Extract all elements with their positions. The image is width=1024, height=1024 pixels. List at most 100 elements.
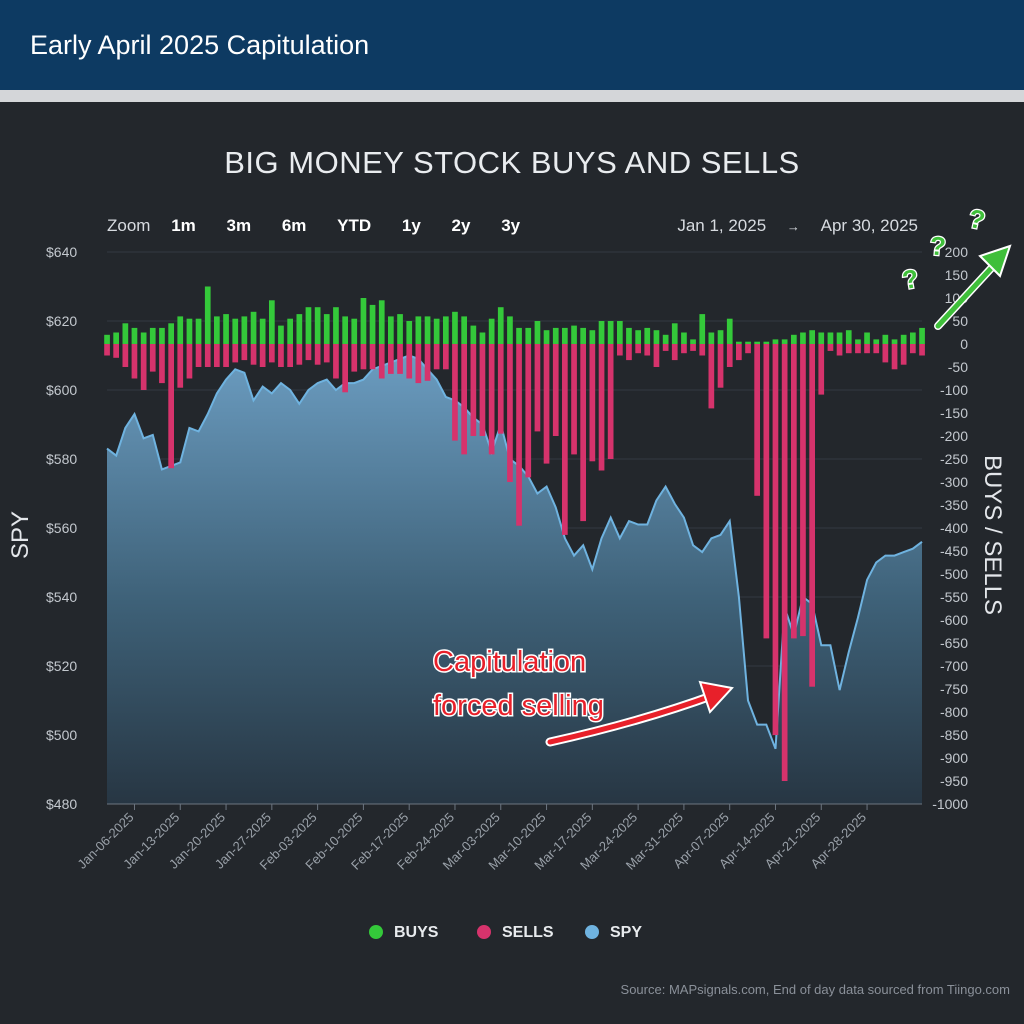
buy-bar [736, 341, 742, 344]
sell-bar [497, 344, 504, 434]
sell-bar [571, 344, 577, 455]
legend-marker [477, 925, 491, 939]
sell-bar [159, 344, 165, 384]
buy-bar [104, 334, 110, 344]
buy-bar [818, 332, 825, 344]
sell-bar [580, 344, 586, 522]
annotation-arrow [547, 692, 717, 745]
buy-bar [626, 327, 632, 344]
buy-bar [342, 316, 348, 344]
buy-bar [662, 334, 669, 344]
buy-bar [314, 307, 321, 344]
annotation-line-1: Capitulation [433, 646, 586, 678]
sell-bar [452, 344, 458, 441]
buy-bar [461, 316, 467, 344]
banner-divider [0, 90, 1024, 102]
zoom-option-1m[interactable]: 1m [171, 216, 196, 235]
buy-bar [250, 311, 257, 344]
sell-bar [186, 344, 193, 379]
buy-bar [360, 298, 367, 344]
sell-bar [891, 344, 898, 370]
y-right-axis-title: BUYS / SELLS [979, 455, 1006, 615]
zoom-option-1y[interactable]: 1y [401, 216, 421, 235]
buy-bar [140, 332, 147, 344]
sell-bar [836, 344, 843, 356]
sell-bar [296, 344, 303, 365]
legend-marker [585, 925, 599, 939]
sell-bar [204, 344, 211, 367]
buy-bar [168, 323, 174, 344]
y-right-tick-label: 150 [945, 267, 969, 283]
sell-bar [781, 344, 788, 781]
zoom-option-3y[interactable]: 3y [501, 216, 521, 235]
sell-bar [827, 344, 834, 351]
sell-bar [662, 344, 669, 351]
buy-bar [910, 332, 916, 344]
sell-bar [433, 344, 440, 370]
sell-bar [699, 344, 706, 356]
buy-bar [488, 318, 495, 344]
buy-bar [562, 327, 568, 344]
sell-bar [534, 344, 541, 432]
question-mark-icon: ? [929, 230, 947, 261]
sell-bar [259, 344, 266, 367]
sell-bar [333, 344, 339, 379]
sell-bar [818, 344, 825, 395]
sell-bar [607, 344, 614, 459]
buy-bar [369, 304, 376, 344]
sell-bar [845, 344, 852, 354]
buy-bar [470, 325, 477, 344]
annotation-arrow-head [698, 680, 734, 714]
y-right-tick-label: -50 [948, 359, 968, 375]
buy-bar [433, 318, 440, 344]
annotation-line-2: forced selling [433, 690, 604, 722]
sell-bar [745, 344, 751, 354]
buy-bar [406, 321, 413, 344]
zoom-option-6m[interactable]: 6m [281, 216, 307, 235]
buy-bar [388, 316, 394, 344]
zoom-option-3m[interactable]: 3m [226, 216, 252, 235]
sell-bar [223, 344, 229, 367]
buy-bar [919, 327, 925, 344]
sell-bar [232, 344, 239, 363]
sell-bar [800, 344, 806, 637]
zoom-option-2y[interactable]: 2y [451, 216, 471, 235]
buy-bar [241, 316, 248, 344]
y-right-tick-label: -900 [940, 750, 968, 766]
buy-bar [763, 341, 770, 344]
buy-bar [635, 330, 641, 344]
sell-bar [177, 344, 184, 388]
buy-bar [754, 341, 760, 344]
range-to[interactable]: Apr 30, 2025 [820, 216, 918, 235]
sell-bar [690, 344, 696, 351]
y-left-axis-title: SPY [7, 511, 34, 559]
sell-bar [791, 344, 797, 639]
sell-bar [131, 344, 138, 379]
sell-bar [388, 344, 394, 374]
buy-bar [443, 316, 449, 344]
buy-bar [800, 332, 806, 344]
buy-bar [149, 327, 156, 344]
legend-label: BUYS [394, 924, 439, 941]
sell-bar [195, 344, 202, 367]
sell-bar [287, 344, 293, 367]
y-right-tick-label: -550 [940, 589, 968, 605]
buy-bar [278, 325, 284, 344]
buy-bar [259, 318, 266, 344]
sell-bar [809, 344, 815, 687]
sell-bar [369, 344, 376, 370]
zoom-option-ytd[interactable]: YTD [337, 216, 372, 235]
y-left-tick-label: $500 [46, 727, 77, 743]
doodle-arrow-head-icon [978, 244, 1012, 278]
y-left-tick-label: $480 [46, 796, 77, 812]
range-from[interactable]: Jan 1, 2025 [677, 216, 767, 235]
sell-bar [754, 344, 760, 496]
sell-bar [552, 344, 559, 436]
banner-title: Early April 2025 Capitulation [30, 30, 370, 60]
sell-bar [168, 344, 174, 469]
header-banner: Early April 2025 Capitulation [0, 0, 1024, 90]
y-right-tick-label: -450 [940, 543, 968, 559]
y-right-tick-label: -400 [940, 520, 968, 536]
buy-bar [287, 318, 293, 344]
sell-bar [736, 344, 742, 361]
